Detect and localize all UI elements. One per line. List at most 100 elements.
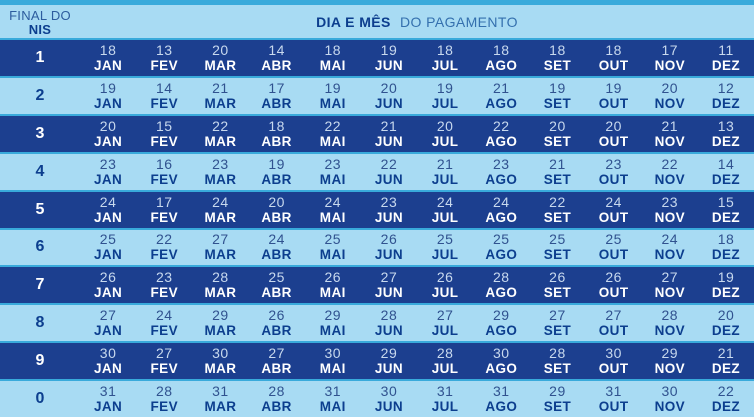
table-title: DIA E MÊS DO PAGAMENTO: [80, 14, 754, 30]
nis-final-digit: 4: [35, 162, 45, 180]
payment-date-cell: 20 JUL: [417, 118, 473, 150]
payment-day: 30: [661, 383, 679, 400]
payment-date-cell: 17 NOV: [642, 42, 698, 74]
payment-date-cell: 18 DEZ: [698, 231, 754, 263]
payment-date-cell: 24 FEV: [136, 307, 192, 339]
payment-date-cell: 30 AGO: [473, 345, 529, 377]
payment-date-cell: 14 ABR: [249, 42, 305, 74]
payment-date-cell: 24 AGO: [473, 194, 529, 226]
payment-date-cell: 20 SET: [529, 118, 585, 150]
payment-date-cell: 19 SET: [529, 80, 585, 112]
table-row: 3 20 JAN 15 FEV 22 MAR 18 ABR 22 MAI 21 JUN 20 JUL 22 AG…: [0, 115, 754, 152]
payment-day: 31: [99, 383, 117, 400]
payment-month: JAN: [93, 171, 123, 187]
payment-day: 17: [661, 41, 679, 58]
nis-final-digit: 3: [35, 124, 45, 142]
payment-month: AGO: [485, 247, 518, 263]
payment-date-cell: 19 MAI: [305, 80, 361, 112]
payment-date-cell: 20 ABR: [249, 194, 305, 226]
payment-month: OUT: [598, 57, 629, 73]
payment-month: OUT: [598, 209, 629, 225]
payment-month: SET: [543, 209, 572, 225]
payment-day: 26: [549, 269, 566, 286]
payment-month: NOV: [654, 95, 686, 111]
nis-column-header: FINAL DO NIS: [0, 7, 80, 37]
payment-day: 20: [717, 307, 735, 324]
payment-day: 21: [493, 79, 510, 96]
payment-day: 29: [661, 345, 679, 362]
payment-day: 21: [661, 117, 679, 134]
payment-day: 14: [268, 41, 285, 58]
payment-month: SET: [543, 399, 572, 415]
payment-day: 18: [268, 117, 285, 134]
payment-date-cell: 31 MAR: [192, 383, 248, 415]
payment-date-cell: 12 DEZ: [698, 80, 754, 112]
payment-date-cell: 30 MAR: [192, 345, 248, 377]
payment-month: FEV: [150, 361, 178, 377]
payment-month: JUL: [431, 171, 459, 187]
payment-day: 22: [212, 117, 229, 134]
payment-day: 23: [661, 193, 679, 210]
payment-day: 18: [436, 41, 454, 58]
payment-day: 28: [436, 345, 454, 362]
payment-month: NOV: [654, 133, 686, 149]
payment-day: 22: [324, 117, 342, 134]
payment-day: 23: [493, 155, 510, 172]
payment-date-cell: 24 MAI: [305, 194, 361, 226]
payment-date-cell: 22 SET: [529, 194, 585, 226]
payment-day: 28: [380, 307, 398, 324]
payment-day: 20: [436, 117, 454, 134]
payment-day: 24: [661, 231, 679, 248]
payment-date-cell: 27 JUL: [417, 307, 473, 339]
payment-day: 27: [268, 345, 285, 362]
payment-date-cell: 18 MAI: [305, 42, 361, 74]
payment-month: MAI: [319, 57, 346, 73]
payment-month: JAN: [93, 361, 123, 377]
payment-month: MAI: [319, 323, 346, 339]
payment-month: DEZ: [711, 95, 741, 111]
payment-date-cell: 20 MAR: [192, 42, 248, 74]
payment-month: OUT: [598, 361, 629, 377]
payment-day: 18: [99, 41, 117, 58]
payment-date-cell: 15 DEZ: [698, 194, 754, 226]
payment-month: DEZ: [711, 323, 741, 339]
payment-day: 27: [380, 269, 398, 286]
payment-date-cell: 29 SET: [529, 383, 585, 415]
payment-month: MAI: [319, 361, 346, 377]
payment-date-cell: 23 MAR: [192, 156, 248, 188]
payment-date-cell: 22 FEV: [136, 231, 192, 263]
payment-day: 29: [324, 307, 342, 324]
payment-month: JUN: [374, 399, 404, 415]
payment-day: 30: [380, 383, 398, 400]
payment-month: AGO: [485, 95, 518, 111]
payment-date-cell: 28 MAR: [192, 269, 248, 301]
payment-month: SET: [543, 247, 572, 263]
payment-date-cell: 23 OUT: [586, 156, 642, 188]
payment-day: 24: [155, 307, 173, 324]
payment-date-cell: 18 ABR: [249, 118, 305, 150]
nis-final-digit: 8: [35, 314, 45, 332]
payment-day: 29: [493, 307, 510, 324]
payment-day: 19: [99, 79, 117, 96]
payment-month: FEV: [150, 133, 178, 149]
payment-date-cell: 17 ABR: [249, 80, 305, 112]
payment-date-cell: 29 JUN: [361, 345, 417, 377]
payment-month: JUL: [431, 57, 459, 73]
payment-date-cell: 27 MAR: [192, 231, 248, 263]
nis-final-digit: 7: [35, 276, 45, 294]
payment-month: MAR: [204, 323, 237, 339]
payment-month: MAR: [204, 247, 237, 263]
payment-date-cell: 30 OUT: [586, 345, 642, 377]
payment-date-cell: 24 OUT: [586, 194, 642, 226]
payment-month: MAR: [204, 171, 237, 187]
payment-date-cell: 18 JAN: [80, 42, 136, 74]
payment-month: SET: [543, 95, 572, 111]
payment-date-cell: 31 JAN: [80, 383, 136, 415]
payment-month: JUN: [374, 285, 404, 301]
payment-day: 18: [605, 41, 622, 58]
payment-date-cell: 28 NOV: [642, 307, 698, 339]
payment-day: 28: [268, 383, 285, 400]
payment-month: DEZ: [711, 399, 741, 415]
payment-day: 17: [268, 79, 285, 96]
payment-date-cell: 19 DEZ: [698, 269, 754, 301]
